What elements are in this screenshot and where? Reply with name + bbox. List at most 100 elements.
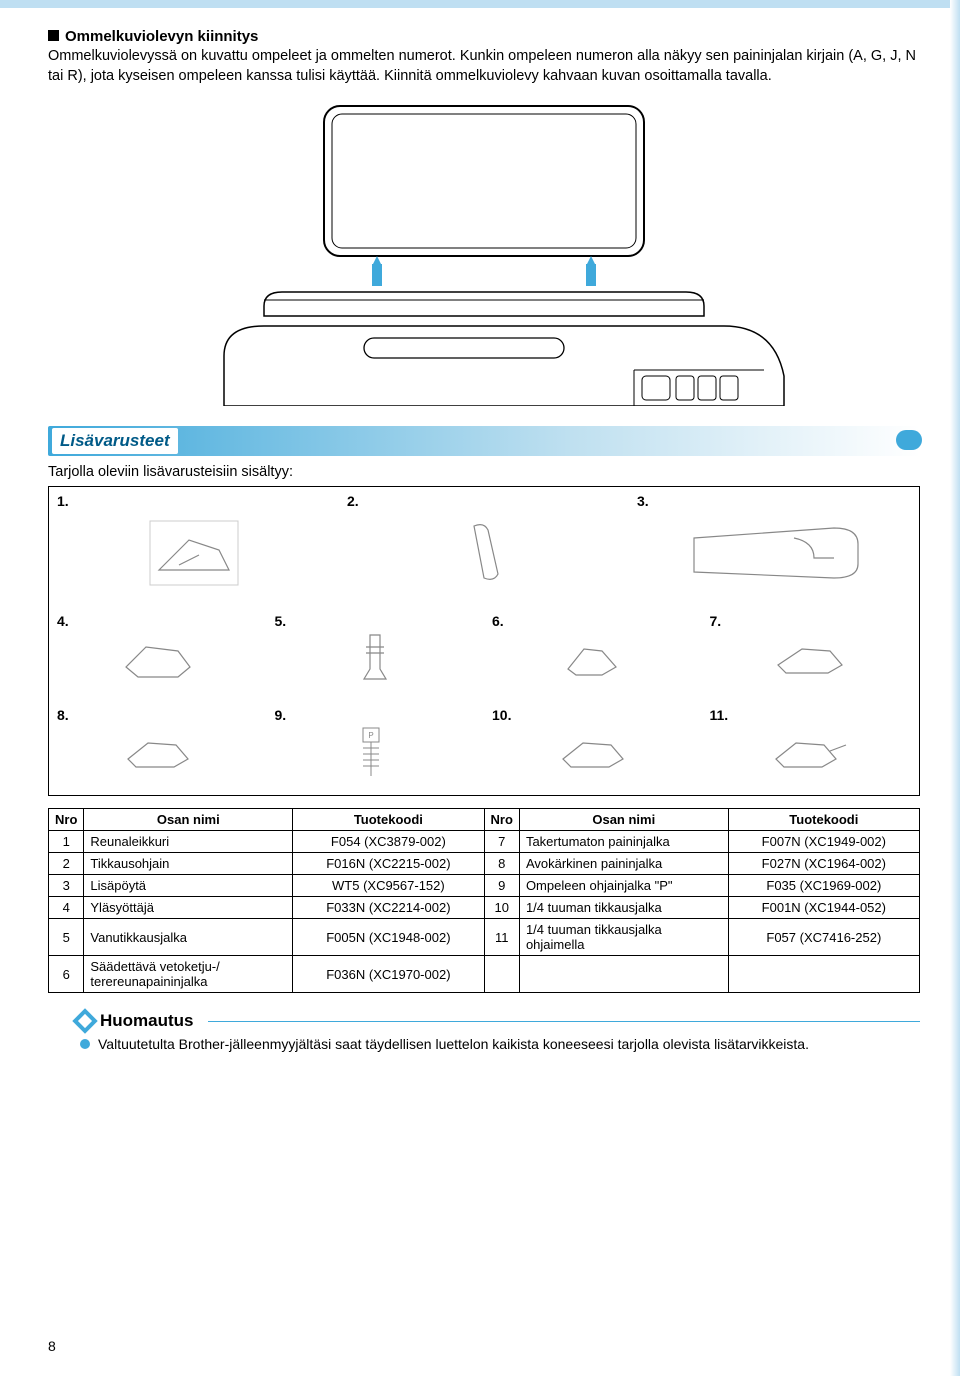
accessory-grid: 1. 2. 3. 4. 5. 6. 7. 8. xyxy=(48,486,920,796)
table-cell: 9 xyxy=(484,875,519,897)
table-cell: Yläsyöttäjä xyxy=(84,897,293,919)
table-cell: F054 (XC3879-002) xyxy=(293,831,484,853)
accessory-icon xyxy=(555,733,631,773)
accessory-row: 1. 2. 3. xyxy=(49,487,919,607)
accessory-icon xyxy=(118,633,198,685)
table-cell: 1 xyxy=(49,831,84,853)
table-cell: F057 (XC7416-252) xyxy=(728,919,919,956)
table-header: Nro xyxy=(484,809,519,831)
table-row: 2 Tikkausohjain F016N (XC2215-002) 8 Avo… xyxy=(49,853,920,875)
table-header: Tuotekoodi xyxy=(293,809,484,831)
table-cell: Ompeleen ohjainjalka "P" xyxy=(519,875,728,897)
table-header: Tuotekoodi xyxy=(728,809,919,831)
table-body: 1 Reunaleikkuri F054 (XC3879-002) 7 Take… xyxy=(49,831,920,993)
section1-body: Ommelkuviolevyssä on kuvattu ompeleet ja… xyxy=(48,47,920,86)
accessory-icon xyxy=(352,629,398,689)
accessory-cell: 5. xyxy=(267,607,485,701)
table-row: 4 Yläsyöttäjä F033N (XC2214-002) 10 1/4 … xyxy=(49,897,920,919)
accessory-cell: 1. xyxy=(49,487,339,607)
table-cell: 1/4 tuuman tikkausjalka xyxy=(519,897,728,919)
table-cell: 2 xyxy=(49,853,84,875)
accessory-cell: 7. xyxy=(702,607,920,701)
accessory-cell: 4. xyxy=(49,607,267,701)
table-cell: Tikkausohjain xyxy=(84,853,293,875)
section1-title-text: Ommelkuviolevyn kiinnitys xyxy=(65,28,258,45)
accessory-icon xyxy=(770,639,850,679)
note-block: Huomautus Valtuutetulta Brother-jälleenm… xyxy=(76,1011,920,1053)
bullet-dot-icon xyxy=(80,1039,90,1049)
table-cell: 4 xyxy=(49,897,84,919)
accessory-number: 3. xyxy=(637,493,649,509)
accessory-row: 8. 9. P 10. 11. xyxy=(49,701,919,795)
accessory-icon xyxy=(149,520,239,586)
accessory-number: 10. xyxy=(492,707,511,723)
section2-subtext: Tarjolla oleviin lisävarusteisiin sisält… xyxy=(48,464,920,480)
note-title: Huomautus xyxy=(100,1011,194,1031)
accessory-number: 5. xyxy=(275,613,287,629)
accessory-icon xyxy=(454,518,514,588)
accessory-number: 4. xyxy=(57,613,69,629)
note-text: Valtuutetulta Brother-jälleenmyyjältäsi … xyxy=(98,1035,809,1053)
note-diamond-icon xyxy=(72,1008,97,1033)
accessory-cell: 11. xyxy=(702,701,920,795)
table-cell: 6 xyxy=(49,956,84,993)
square-bullet-icon xyxy=(48,30,59,41)
table-cell: Säädettävä vetoketju-/ terereunapaininja… xyxy=(84,956,293,993)
page-number: 8 xyxy=(48,1338,56,1354)
accessory-number: 9. xyxy=(275,707,287,723)
accessory-cell: 9. P xyxy=(267,701,485,795)
table-cell: F033N (XC2214-002) xyxy=(293,897,484,919)
table-cell: 10 xyxy=(484,897,519,919)
table-header-row: Nro Osan nimi Tuotekoodi Nro Osan nimi T… xyxy=(49,809,920,831)
section1-title: Ommelkuviolevyn kiinnitys xyxy=(48,28,920,45)
accessory-cell: 8. xyxy=(49,701,267,795)
machine-diagram-svg xyxy=(164,96,804,406)
heading-pill-icon xyxy=(896,430,922,450)
section2-heading-bar: Lisävarusteet xyxy=(48,426,920,456)
table-cell: Lisäpöytä xyxy=(84,875,293,897)
accessory-number: 7. xyxy=(710,613,722,629)
table-cell: 8 xyxy=(484,853,519,875)
table-header: Nro xyxy=(49,809,84,831)
accessory-cell: 2. xyxy=(339,487,629,607)
table-cell: WT5 (XC9567-152) xyxy=(293,875,484,897)
table-cell: F005N (XC1948-002) xyxy=(293,919,484,956)
table-row: 3 Lisäpöytä WT5 (XC9567-152) 9 Ompeleen … xyxy=(49,875,920,897)
table-cell: F036N (XC1970-002) xyxy=(293,956,484,993)
accessory-icon xyxy=(684,518,864,588)
accessory-icon xyxy=(558,637,628,681)
table-cell: 3 xyxy=(49,875,84,897)
note-bullet: Valtuutetulta Brother-jälleenmyyjältäsi … xyxy=(76,1035,920,1053)
table-cell: F016N (XC2215-002) xyxy=(293,853,484,875)
table-cell: F027N (XC1964-002) xyxy=(728,853,919,875)
table-header: Osan nimi xyxy=(519,809,728,831)
table-cell: Vanutikkausjalka xyxy=(84,919,293,956)
page-right-accent xyxy=(950,0,960,1376)
parts-table: Nro Osan nimi Tuotekoodi Nro Osan nimi T… xyxy=(48,808,920,993)
heading-gradient xyxy=(48,426,920,456)
table-row: 6 Säädettävä vetoketju-/ terereunapainin… xyxy=(49,956,920,993)
note-title-row: Huomautus xyxy=(76,1011,920,1031)
table-header: Osan nimi xyxy=(84,809,293,831)
table-cell: 11 xyxy=(484,919,519,956)
table-cell: Avokärkinen paininjalka xyxy=(519,853,728,875)
table-cell: Takertumaton paininjalka xyxy=(519,831,728,853)
accessory-number: 2. xyxy=(347,493,359,509)
accessory-row: 4. 5. 6. 7. xyxy=(49,607,919,701)
table-row: 5 Vanutikkausjalka F005N (XC1948-002) 11… xyxy=(49,919,920,956)
table-cell: F001N (XC1944-052) xyxy=(728,897,919,919)
accessory-number: 6. xyxy=(492,613,504,629)
table-cell: 1/4 tuuman tikkausjalka ohjaimella xyxy=(519,919,728,956)
accessory-cell: 3. xyxy=(629,487,919,607)
accessory-icon xyxy=(768,733,852,773)
table-cell xyxy=(484,956,519,993)
accessory-cell: 10. xyxy=(484,701,702,795)
accessory-icon xyxy=(120,733,196,773)
table-cell: 7 xyxy=(484,831,519,853)
table-cell xyxy=(728,956,919,993)
accessory-number: 11. xyxy=(710,707,729,723)
accessory-number: 8. xyxy=(57,707,69,723)
table-row: 1 Reunaleikkuri F054 (XC3879-002) 7 Take… xyxy=(49,831,920,853)
page-top-accent xyxy=(0,0,960,8)
table-cell: F007N (XC1949-002) xyxy=(728,831,919,853)
